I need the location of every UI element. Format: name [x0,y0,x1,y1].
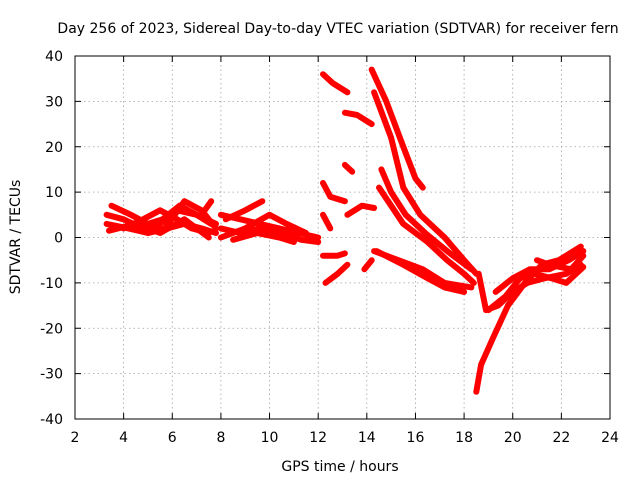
y-tick-label: -20 [40,321,63,337]
series-trace-31 [492,248,587,295]
series-trace-25 [376,184,477,286]
y-tick-label: -30 [40,367,63,383]
y-axis-label: SDTVAR / TECUs [8,180,24,295]
series-trace-21 [361,257,375,273]
x-tick-label: 6 [168,430,177,446]
y-tick-label: 0 [54,231,63,247]
series-trace-7 [198,198,215,218]
chart-title: Day 256 of 2023, Sidereal Day-to-day VTE… [57,21,618,37]
series-trace-32 [534,252,587,273]
y-tick-label: -40 [40,412,63,428]
series-trace-22 [368,66,426,191]
x-tick-label: 22 [552,430,570,446]
series-trace-24 [378,166,475,273]
series-trace-19 [322,261,351,286]
y-tick-label: 20 [45,140,63,156]
series-trace-6 [106,216,212,241]
series-trace-11 [217,211,309,241]
series-trace-20 [344,202,378,218]
y-tick-labels: 40 30 20 10 0 -10 -20 -30 -40 [40,49,63,428]
series-trace-16 [320,180,348,205]
series-trace-30 [485,264,587,314]
series-trace-3 [108,202,215,227]
x-tick-labels: 2 4 6 8 10 12 14 16 18 20 22 24 [71,430,619,446]
y-tick-label: -10 [40,276,63,292]
x-tick-label: 18 [455,430,473,446]
y-tick-label: 30 [45,94,63,110]
x-tick-label: 4 [119,430,128,446]
data-layer [103,66,587,395]
x-tick-label: 20 [504,430,522,446]
series-trace-17 [320,211,334,232]
y-tick-label: 10 [45,185,63,201]
series-trace-27 [373,248,468,295]
x-tick-label: 8 [216,430,225,446]
x-tick-label: 2 [71,430,80,446]
x-tick-label: 12 [309,430,327,446]
series-trace-15 [341,161,356,175]
x-tick-label: 14 [358,430,376,446]
y-tick-label: 40 [45,49,63,65]
series-trace-29 [473,243,584,395]
x-tick-label: 16 [407,430,425,446]
grid-layer [75,56,610,419]
series-trace-12 [230,230,297,245]
series-trace-10 [222,198,266,223]
plot-frame [74,55,611,420]
series-trace-13 [320,71,351,96]
x-axis-label: GPS time / hours [281,459,398,475]
x-tick-label: 10 [261,430,279,446]
series-trace-14 [341,109,375,128]
series-trace-18 [320,250,348,259]
x-tick-label: 24 [601,430,619,446]
